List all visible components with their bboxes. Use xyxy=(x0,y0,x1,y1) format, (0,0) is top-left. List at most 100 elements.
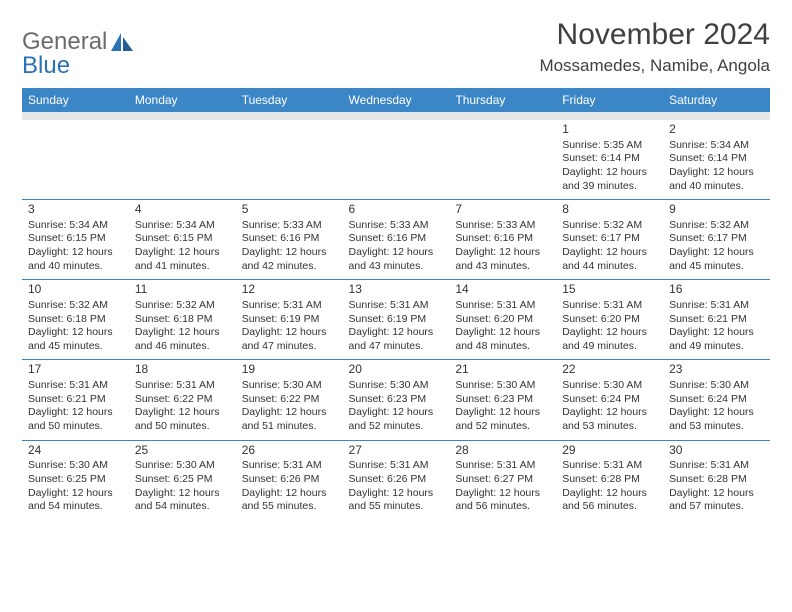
sunset-text: Sunset: 6:24 PM xyxy=(562,393,657,407)
day-cell: 24Sunrise: 5:30 AMSunset: 6:25 PMDayligh… xyxy=(22,441,129,520)
logo-sail-icon xyxy=(109,31,135,53)
weekday-header: Monday xyxy=(129,88,236,112)
day-number: 13 xyxy=(349,282,444,298)
day-cell: 23Sunrise: 5:30 AMSunset: 6:24 PMDayligh… xyxy=(663,360,770,440)
calendar-week-row: 1Sunrise: 5:35 AMSunset: 6:14 PMDaylight… xyxy=(22,120,770,200)
daylight-text: and 40 minutes. xyxy=(669,180,764,194)
daylight-text: and 47 minutes. xyxy=(349,340,444,354)
daylight-text: and 48 minutes. xyxy=(455,340,550,354)
daylight-text: and 40 minutes. xyxy=(28,260,123,274)
daylight-text: and 45 minutes. xyxy=(28,340,123,354)
daylight-text: Daylight: 12 hours xyxy=(562,246,657,260)
daylight-text: and 46 minutes. xyxy=(135,340,230,354)
sunset-text: Sunset: 6:19 PM xyxy=(349,313,444,327)
day-number: 28 xyxy=(455,443,550,459)
daylight-text: and 57 minutes. xyxy=(669,500,764,514)
sunset-text: Sunset: 6:22 PM xyxy=(242,393,337,407)
calendar-header-row: Sunday Monday Tuesday Wednesday Thursday… xyxy=(22,88,770,112)
daylight-text: Daylight: 12 hours xyxy=(562,487,657,501)
day-cell: 2Sunrise: 5:34 AMSunset: 6:14 PMDaylight… xyxy=(663,120,770,200)
sunrise-text: Sunrise: 5:30 AM xyxy=(455,379,550,393)
day-cell: 6Sunrise: 5:33 AMSunset: 6:16 PMDaylight… xyxy=(343,200,450,280)
calendar-body: 1Sunrise: 5:35 AMSunset: 6:14 PMDaylight… xyxy=(22,112,770,520)
day-number: 23 xyxy=(669,362,764,378)
daylight-text: Daylight: 12 hours xyxy=(242,326,337,340)
daylight-text: Daylight: 12 hours xyxy=(455,326,550,340)
logo-blue-text: Blue xyxy=(22,52,70,80)
day-number: 17 xyxy=(28,362,123,378)
day-cell: 22Sunrise: 5:30 AMSunset: 6:24 PMDayligh… xyxy=(556,360,663,440)
day-cell: 12Sunrise: 5:31 AMSunset: 6:19 PMDayligh… xyxy=(236,280,343,360)
sunset-text: Sunset: 6:19 PM xyxy=(242,313,337,327)
day-number: 14 xyxy=(455,282,550,298)
daylight-text: and 56 minutes. xyxy=(562,500,657,514)
day-cell: 30Sunrise: 5:31 AMSunset: 6:28 PMDayligh… xyxy=(663,441,770,520)
sunrise-text: Sunrise: 5:30 AM xyxy=(242,379,337,393)
empty-day-cell xyxy=(343,120,450,200)
sunrise-text: Sunrise: 5:31 AM xyxy=(349,299,444,313)
sunset-text: Sunset: 6:16 PM xyxy=(349,232,444,246)
empty-day-cell xyxy=(22,120,129,200)
sunrise-text: Sunrise: 5:30 AM xyxy=(562,379,657,393)
daylight-text: Daylight: 12 hours xyxy=(562,166,657,180)
calendar-week-row: 10Sunrise: 5:32 AMSunset: 6:18 PMDayligh… xyxy=(22,280,770,360)
sunset-text: Sunset: 6:18 PM xyxy=(28,313,123,327)
weekday-header: Friday xyxy=(556,88,663,112)
day-number: 6 xyxy=(349,202,444,218)
day-number: 10 xyxy=(28,282,123,298)
day-cell: 8Sunrise: 5:32 AMSunset: 6:17 PMDaylight… xyxy=(556,200,663,280)
sunrise-text: Sunrise: 5:31 AM xyxy=(455,299,550,313)
calendar-table: Sunday Monday Tuesday Wednesday Thursday… xyxy=(22,88,770,520)
daylight-text: and 50 minutes. xyxy=(135,420,230,434)
daylight-text: and 45 minutes. xyxy=(669,260,764,274)
daylight-text: Daylight: 12 hours xyxy=(135,246,230,260)
day-cell: 17Sunrise: 5:31 AMSunset: 6:21 PMDayligh… xyxy=(22,360,129,440)
sunset-text: Sunset: 6:20 PM xyxy=(455,313,550,327)
daylight-text: Daylight: 12 hours xyxy=(349,246,444,260)
sunset-text: Sunset: 6:14 PM xyxy=(669,152,764,166)
daylight-text: Daylight: 12 hours xyxy=(669,487,764,501)
sunrise-text: Sunrise: 5:30 AM xyxy=(669,379,764,393)
daylight-text: Daylight: 12 hours xyxy=(28,406,123,420)
calendar-week-row: 17Sunrise: 5:31 AMSunset: 6:21 PMDayligh… xyxy=(22,360,770,440)
day-cell: 21Sunrise: 5:30 AMSunset: 6:23 PMDayligh… xyxy=(449,360,556,440)
daylight-text: Daylight: 12 hours xyxy=(669,326,764,340)
sunset-text: Sunset: 6:16 PM xyxy=(242,232,337,246)
day-number: 30 xyxy=(669,443,764,459)
sunset-text: Sunset: 6:14 PM xyxy=(562,152,657,166)
day-cell: 20Sunrise: 5:30 AMSunset: 6:23 PMDayligh… xyxy=(343,360,450,440)
sunset-text: Sunset: 6:22 PM xyxy=(135,393,230,407)
daylight-text: Daylight: 12 hours xyxy=(28,326,123,340)
empty-day-cell xyxy=(449,120,556,200)
daylight-text: and 50 minutes. xyxy=(28,420,123,434)
sunset-text: Sunset: 6:21 PM xyxy=(28,393,123,407)
calendar-week-row: 24Sunrise: 5:30 AMSunset: 6:25 PMDayligh… xyxy=(22,441,770,520)
sunrise-text: Sunrise: 5:32 AM xyxy=(135,299,230,313)
day-cell: 11Sunrise: 5:32 AMSunset: 6:18 PMDayligh… xyxy=(129,280,236,360)
day-cell: 4Sunrise: 5:34 AMSunset: 6:15 PMDaylight… xyxy=(129,200,236,280)
sunrise-text: Sunrise: 5:31 AM xyxy=(455,459,550,473)
day-number: 25 xyxy=(135,443,230,459)
daylight-text: and 52 minutes. xyxy=(349,420,444,434)
day-number: 21 xyxy=(455,362,550,378)
daylight-text: Daylight: 12 hours xyxy=(669,166,764,180)
daylight-text: and 42 minutes. xyxy=(242,260,337,274)
daylight-text: and 43 minutes. xyxy=(349,260,444,274)
sunrise-text: Sunrise: 5:31 AM xyxy=(349,459,444,473)
day-number: 18 xyxy=(135,362,230,378)
day-cell: 15Sunrise: 5:31 AMSunset: 6:20 PMDayligh… xyxy=(556,280,663,360)
sunset-text: Sunset: 6:15 PM xyxy=(28,232,123,246)
sunset-text: Sunset: 6:23 PM xyxy=(455,393,550,407)
daylight-text: Daylight: 12 hours xyxy=(455,246,550,260)
day-cell: 1Sunrise: 5:35 AMSunset: 6:14 PMDaylight… xyxy=(556,120,663,200)
month-title: November 2024 xyxy=(539,18,770,52)
daylight-text: and 47 minutes. xyxy=(242,340,337,354)
day-number: 8 xyxy=(562,202,657,218)
sunrise-text: Sunrise: 5:33 AM xyxy=(455,219,550,233)
sunset-text: Sunset: 6:28 PM xyxy=(669,473,764,487)
daylight-text: Daylight: 12 hours xyxy=(135,406,230,420)
daylight-text: Daylight: 12 hours xyxy=(455,406,550,420)
daylight-text: and 55 minutes. xyxy=(349,500,444,514)
sunrise-text: Sunrise: 5:31 AM xyxy=(562,299,657,313)
sunset-text: Sunset: 6:17 PM xyxy=(562,232,657,246)
